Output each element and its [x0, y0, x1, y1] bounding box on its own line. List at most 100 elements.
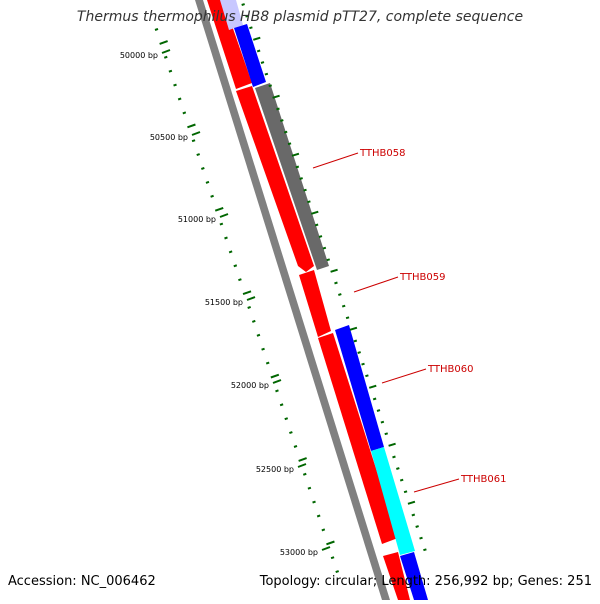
minor-tick: [182, 111, 187, 115]
major-tick: [326, 540, 335, 546]
outer-minor-tick: [403, 490, 408, 494]
ruler-major-tick: [161, 49, 171, 54]
ruler-label: 50000 bp: [120, 51, 158, 60]
outer-minor-tick: [380, 420, 385, 424]
forward-gene-track: [207, 0, 410, 600]
gene-leader-line: [381, 368, 427, 384]
minor-tick: [163, 55, 168, 59]
ruler-label: 52500 bp: [256, 465, 294, 474]
minor-tick: [224, 236, 228, 240]
outer-minor-tick: [341, 304, 346, 308]
blue-feature-top: [234, 24, 266, 87]
outer-minor-tick: [260, 61, 265, 64]
minor-tick: [256, 333, 261, 337]
major-tick: [270, 373, 280, 379]
minor-tick: [191, 139, 196, 143]
minor-tick: [228, 250, 233, 254]
gene-labels: TTHB058 TTHB059 TTHB060 TTHB061: [312, 148, 507, 493]
outer-major-tick: [310, 210, 319, 215]
minor-tick: [177, 97, 182, 101]
gene-label: TTHB059: [399, 272, 446, 283]
outer-minor-tick: [415, 525, 419, 528]
gene-leader-line: [413, 478, 460, 493]
outer-minor-tick: [322, 246, 327, 250]
outer-minor-tick: [357, 351, 361, 354]
minor-tick: [275, 389, 279, 393]
minor-tick: [261, 347, 265, 351]
major-tick: [298, 457, 307, 462]
gene-segment-3: [299, 270, 331, 337]
gene-segment-4: [318, 333, 398, 544]
outer-minor-tick: [372, 397, 377, 401]
gene-label: TTHB060: [427, 364, 474, 375]
ruler-label: 52000 bp: [231, 381, 269, 390]
outer-minor-tick: [303, 188, 307, 192]
minor-tick: [312, 500, 316, 504]
blue-feature-bottom: [400, 552, 428, 600]
lavender-feature: [220, 0, 243, 30]
minor-tick: [196, 153, 201, 157]
outer-minor-tick: [399, 478, 404, 482]
minor-tick: [330, 556, 335, 560]
minor-tick: [293, 445, 298, 448]
cyan-feature: [371, 447, 415, 555]
minor-tick: [289, 431, 293, 435]
outer-minor-tick: [249, 26, 253, 30]
plasmid-backbone: [195, 0, 390, 600]
ruler-major-tick: [272, 379, 282, 384]
outer-minor-tick: [280, 119, 284, 122]
outer-minor-tick: [326, 258, 331, 262]
minor-tick: [302, 472, 307, 476]
outer-minor-tick: [384, 432, 389, 436]
ruler-label: 51500 bp: [205, 298, 243, 307]
ruler-labels: 50000 bp 50500 bp 51000 bp 51500 bp 52000 bp…: [120, 49, 331, 557]
minor-tick: [284, 417, 289, 421]
ruler-label: 50500 bp: [150, 133, 188, 142]
minor-tick: [279, 403, 284, 407]
outer-major-tick: [407, 500, 416, 505]
outer-minor-tick: [411, 513, 416, 517]
outer-major-tick: [272, 94, 280, 99]
outer-minor-tick: [287, 142, 292, 146]
outer-minor-tick: [376, 409, 381, 412]
outer-minor-tick: [345, 316, 350, 320]
minor-tick: [335, 570, 340, 574]
minor-tick: [251, 319, 256, 323]
blue-feature-mid: [335, 325, 384, 451]
major-tick: [242, 290, 252, 296]
minor-tick: [247, 306, 251, 309]
minor-tick: [265, 361, 270, 365]
minor-tick: [316, 514, 321, 518]
outer-minor-tick: [314, 223, 319, 227]
outer-minor-tick: [334, 281, 338, 285]
minor-tick: [173, 83, 177, 87]
outer-major-tick: [349, 326, 358, 331]
minor-tick: [201, 167, 205, 170]
gene-label: TTHB058: [359, 148, 406, 159]
outer-minor-tick: [299, 177, 303, 180]
gray-feature: [255, 83, 329, 270]
minor-tick: [233, 264, 238, 268]
outer-major-tick: [368, 384, 377, 389]
outer-minor-tick: [295, 165, 300, 169]
outer-minor-tick: [256, 49, 261, 53]
outer-minor-tick: [276, 107, 280, 111]
ruler-major-tick: [321, 546, 331, 551]
outer-minor-tick: [419, 536, 423, 540]
minor-tick: [210, 194, 214, 198]
outer-ticks: [241, 3, 427, 552]
major-tick: [214, 206, 224, 212]
minor-tick: [238, 278, 242, 282]
gene-leader-line: [353, 276, 399, 293]
outer-minor-tick: [268, 84, 273, 88]
ruler-label: 53000 bp: [280, 548, 318, 557]
topology-summary: Topology: circular; Length: 256,992 bp; …: [259, 574, 592, 589]
ruler-major-tick: [191, 131, 201, 136]
minor-tick: [205, 180, 210, 184]
major-tick: [187, 123, 196, 129]
outer-minor-tick: [361, 362, 365, 366]
minor-tick: [168, 69, 173, 73]
gene-segment-1: [207, 0, 252, 89]
